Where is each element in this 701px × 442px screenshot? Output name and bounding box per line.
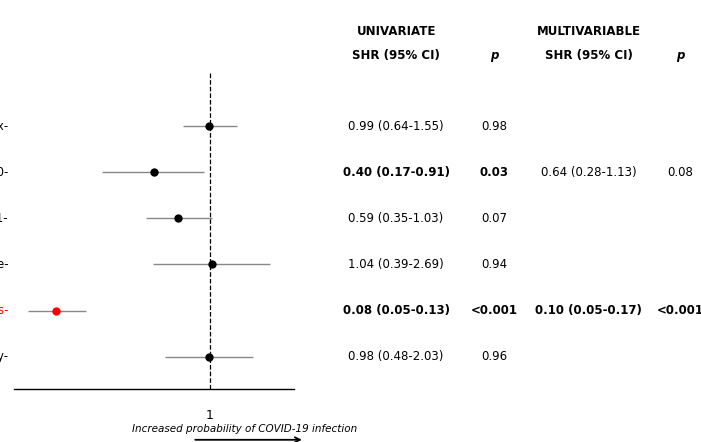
Text: MULTIVARIABLE: MULTIVARIABLE [537, 25, 641, 38]
Text: Splenectomy-: Splenectomy- [0, 350, 8, 363]
Text: 0.94: 0.94 [481, 258, 508, 271]
Text: Male sex-: Male sex- [0, 120, 8, 133]
Text: p: p [490, 49, 498, 62]
Text: 0.08: 0.08 [667, 166, 693, 179]
Text: <0.001: <0.001 [470, 304, 518, 317]
Text: 1: 1 [206, 409, 214, 422]
Text: SHR (95% CI): SHR (95% CI) [352, 49, 440, 62]
Text: <0.001: <0.001 [656, 304, 701, 317]
Text: 0.98: 0.98 [481, 120, 508, 133]
Text: 0.03: 0.03 [479, 166, 509, 179]
Text: 0.99 (0.64-1.55): 0.99 (0.64-1.55) [348, 120, 444, 133]
Text: 0.07: 0.07 [481, 212, 508, 225]
Text: 0.59 (0.35-1.03): 0.59 (0.35-1.03) [348, 212, 444, 225]
Text: p: p [676, 49, 684, 62]
Text: 0.64 (0.28-1.13): 0.64 (0.28-1.13) [541, 166, 637, 179]
Text: UNIVARIATE: UNIVARIATE [356, 25, 436, 38]
Text: 1.04 (0.39-2.69): 1.04 (0.39-2.69) [348, 258, 444, 271]
Text: SHR (95% CI): SHR (95% CI) [545, 49, 633, 62]
Text: ≥2 vaccine doses-: ≥2 vaccine doses- [0, 304, 8, 317]
Text: 0.10 (0.05-0.17): 0.10 (0.05-0.17) [536, 304, 642, 317]
Text: CCI≥1-: CCI≥1- [0, 212, 8, 225]
Text: 0.96: 0.96 [481, 350, 508, 363]
Text: Immune disease-: Immune disease- [0, 258, 8, 271]
Text: 0.08 (0.05-0.13): 0.08 (0.05-0.13) [343, 304, 449, 317]
Text: 0.98 (0.48-2.03): 0.98 (0.48-2.03) [348, 350, 444, 363]
Text: Increased probability of COVID-19 infection: Increased probability of COVID-19 infect… [132, 424, 358, 434]
Text: 0.40 (0.17-0.91): 0.40 (0.17-0.91) [343, 166, 449, 179]
Text: Age ≥ 60-: Age ≥ 60- [0, 166, 8, 179]
